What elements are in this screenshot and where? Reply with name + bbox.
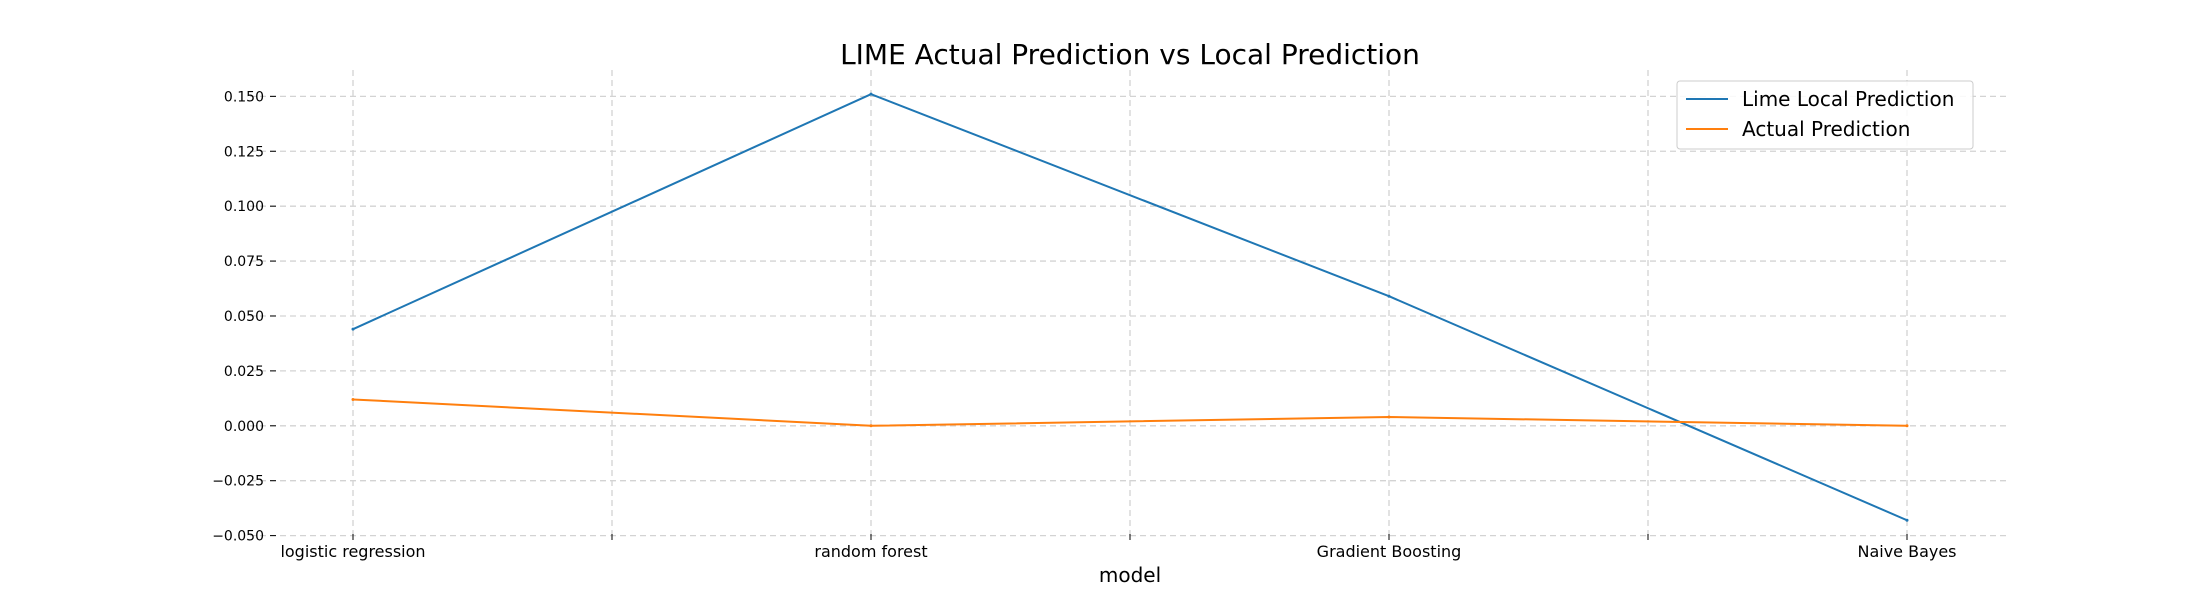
series-line-actual-prediction — [352, 398, 1908, 427]
legend-frame — [1676, 80, 1974, 150]
series-layer — [351, 92, 1909, 522]
data-point-actual-prediction-logistic-regression — [351, 397, 355, 401]
y-tick-label: 0.125 — [224, 144, 264, 160]
y-tick-label: −0.050 — [212, 529, 264, 545]
x-tick-label-random-forest: random forest — [814, 542, 927, 561]
y-tick-label: 0.100 — [224, 199, 264, 215]
x-tick-label-naive-bayes: Naive Bayes — [1857, 542, 1956, 561]
legend: Lime Local Prediction Actual Prediction — [1676, 80, 1974, 150]
y-tick-label: 0.000 — [224, 419, 264, 435]
y-tick-label: −0.025 — [212, 474, 264, 490]
legend-label-lime-local-prediction: Lime Local Prediction — [1742, 87, 1954, 111]
y-tick-label: 0.050 — [224, 309, 264, 325]
data-point-actual-prediction-random-forest — [869, 424, 873, 428]
grid-layer — [250, 70, 2010, 540]
series-line-lime-local-prediction — [352, 93, 1908, 522]
y-tick-label: 0.025 — [224, 364, 264, 380]
x-tick-label-gradient-boosting: Gradient Boosting — [1317, 542, 1462, 561]
x-axis-label: model — [1099, 563, 1161, 587]
y-axis-ticks: −0.050 −0.025 0.000 0.025 0.050 0.075 0.100 0.1… — [212, 89, 276, 545]
data-point-lime-local-prediction-gradient-boosting — [1387, 294, 1391, 298]
chart-title: LIME Actual Prediction vs Local Predicti… — [840, 38, 1420, 71]
legend-label-actual-prediction: Actual Prediction — [1742, 117, 1910, 141]
data-point-lime-local-prediction-naive-bayes — [1905, 518, 1909, 522]
data-point-lime-local-prediction-random-forest — [869, 92, 873, 96]
x-tick-label-logistic-regression: logistic regression — [280, 542, 425, 561]
y-tick-label: 0.150 — [224, 89, 264, 105]
x-axis-ticks: logistic regression random forest Gradient… — [280, 534, 1957, 561]
data-point-actual-prediction-gradient-boosting — [1387, 415, 1391, 419]
data-point-actual-prediction-naive-bayes — [1905, 424, 1909, 428]
data-point-lime-local-prediction-logistic-regression — [351, 327, 355, 331]
y-tick-label: 0.075 — [224, 254, 264, 270]
